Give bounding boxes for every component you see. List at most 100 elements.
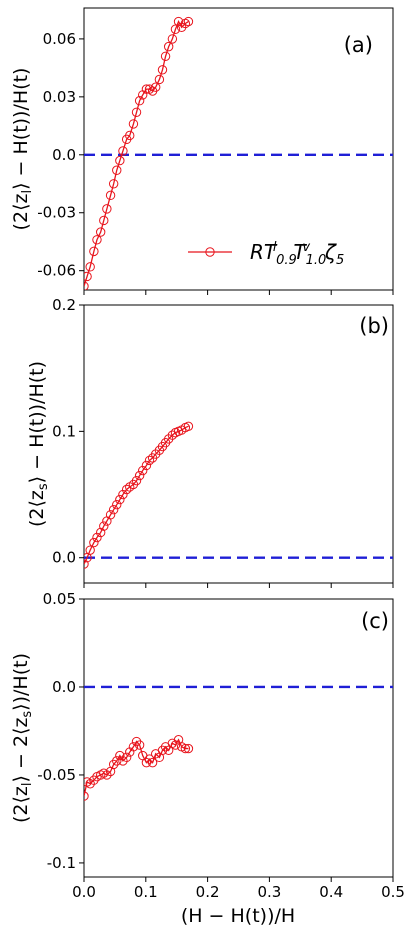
panel-a-data-point bbox=[180, 18, 191, 29]
panel-b-data-point bbox=[183, 421, 194, 432]
x-axis-title: (H − H(t))/H bbox=[181, 905, 295, 927]
panel-b-y-axis-title: (2⟨zs⟩ − H(t))/H(t) bbox=[26, 361, 51, 527]
panel-c-data-point bbox=[141, 757, 152, 768]
panel-c-y-tick-label: 0.05 bbox=[43, 590, 76, 608]
panel-b-series-line bbox=[84, 425, 189, 565]
panel-c-label: (c) bbox=[361, 609, 389, 633]
panel-a-data-point bbox=[95, 227, 106, 237]
panel-a-y-tick-label: 0.0 bbox=[52, 146, 76, 164]
panel-a-data-point bbox=[128, 119, 139, 129]
panel-a-data-point bbox=[85, 262, 95, 272]
panel-b-data-point bbox=[121, 484, 132, 495]
panel-a-data-point bbox=[173, 16, 184, 27]
panel-b-series bbox=[84, 421, 194, 569]
panel-a-y-tick-label: 0.06 bbox=[43, 30, 76, 48]
panel-b-data-point bbox=[134, 470, 145, 481]
panel-c-data-point bbox=[157, 745, 168, 756]
panel-b-data-point bbox=[105, 510, 116, 520]
panel-b-data-point bbox=[85, 545, 95, 555]
panel-a-y-tick-label: 0.03 bbox=[43, 88, 76, 106]
panel-c-data-point bbox=[89, 775, 99, 785]
panel-b-frame bbox=[83, 304, 394, 584]
panel-a-data-point bbox=[108, 179, 119, 189]
panel-c-data-point bbox=[128, 742, 139, 752]
panel-c-data-point bbox=[170, 740, 181, 750]
panel-a-y-tick-label: -0.03 bbox=[37, 204, 76, 222]
panel-b-y-tick-label: 0.2 bbox=[52, 296, 76, 314]
panel-b-y-ticks: 0.0 0.1 0.2 bbox=[52, 296, 84, 567]
panel-b-data-point bbox=[131, 475, 142, 486]
panel-c-data-point bbox=[180, 743, 191, 754]
panel-a-data-point bbox=[157, 65, 168, 75]
panel-c-y-tick-label: -0.05 bbox=[37, 766, 76, 784]
panel-b-data-point bbox=[84, 559, 89, 569]
panel-c-y-tick-label: -0.1 bbox=[47, 854, 76, 872]
panel-b-data-point bbox=[108, 505, 119, 515]
panel-a-y-tick-label: -0.06 bbox=[37, 262, 76, 280]
panel-c-data-point bbox=[84, 791, 89, 801]
panel-a-data-point bbox=[167, 34, 178, 44]
panel-c-series bbox=[84, 735, 194, 801]
panel-a-data-point bbox=[141, 84, 152, 94]
panel-a-data-point bbox=[160, 51, 171, 61]
panel-c-frame bbox=[83, 598, 394, 878]
panel-c-data-point bbox=[115, 750, 125, 761]
panel-b-data-point bbox=[112, 499, 122, 510]
panel-a-frame bbox=[83, 7, 394, 291]
panel-b-x-ticks bbox=[83, 583, 394, 588]
panel-a-data-point bbox=[92, 235, 102, 245]
panel-a-data-point bbox=[102, 204, 112, 214]
legend: RT0.9l T1.0v ζ5 bbox=[188, 240, 344, 268]
panel-c-data-point bbox=[112, 756, 122, 766]
panel-a-data-point bbox=[84, 271, 92, 282]
panel-b-data-point bbox=[141, 460, 152, 471]
panel-a-data-point bbox=[118, 146, 128, 156]
panel-b: 0.0 0.1 0.2 (b) bbox=[52, 296, 394, 588]
legend-marker bbox=[205, 247, 215, 257]
panel-b-label: (b) bbox=[359, 314, 389, 338]
x-tick-label: 0.2 bbox=[196, 883, 220, 901]
panel-a-data-point bbox=[183, 16, 194, 27]
panel-c-data-point bbox=[121, 752, 132, 763]
panel-b-data-point bbox=[115, 494, 125, 505]
panel-a-data-point bbox=[134, 96, 145, 106]
panel-c-x-ticks: 0.0 0.1 0.2 0.3 0.4 0.5 bbox=[72, 877, 405, 901]
panel-a-data-point bbox=[89, 246, 99, 257]
panel-a-series bbox=[84, 16, 194, 290]
panel-a-data-point bbox=[150, 82, 161, 92]
panel-c-data-point bbox=[108, 759, 119, 770]
panel-a-label: (a) bbox=[344, 33, 373, 57]
panel-a-data-point bbox=[154, 74, 165, 85]
panel-a-y-ticks: -0.06 -0.03 0.0 0.03 0.06 bbox=[37, 30, 84, 280]
panel-a-data-point bbox=[125, 130, 135, 141]
panel-c: -0.1 -0.05 0.0 0.05 0.0 0.1 0.2 0.3 0.4 0.5 (c) bbox=[37, 590, 405, 901]
panel-a-data-point bbox=[99, 215, 109, 226]
legend-label: RT0.9l T1.0v ζ5 bbox=[250, 240, 344, 268]
panel-a-data-point bbox=[144, 84, 155, 94]
panel-a-x-ticks bbox=[83, 290, 394, 295]
panel-c-y-ticks: -0.1 -0.05 0.0 0.05 bbox=[37, 590, 84, 872]
panel-a-data-point bbox=[131, 107, 142, 118]
panel-a-data-point bbox=[105, 190, 116, 201]
panel-c-data-point bbox=[183, 743, 194, 754]
x-tick-label: 0.1 bbox=[134, 883, 158, 901]
panel-b-data-point bbox=[89, 537, 99, 548]
x-tick-label: 0.0 bbox=[72, 883, 96, 901]
panel-b-data-point bbox=[144, 455, 155, 466]
panel-b-data-point bbox=[95, 527, 106, 538]
x-tick-label: 0.3 bbox=[257, 883, 281, 901]
panel-c-data-point bbox=[144, 754, 155, 764]
panel-a-data-point bbox=[84, 281, 89, 290]
panel-c-data-point bbox=[147, 757, 158, 768]
panel-a: -0.06 -0.03 0.0 0.03 0.06 (a) RT0.9l T1.0v ζ5 bbox=[37, 7, 394, 295]
panel-b-y-tick-label: 0.0 bbox=[52, 549, 76, 567]
panel-c-data-point bbox=[131, 736, 142, 747]
panel-c-y-axis-title: (2⟨zl⟩ − 2⟨zs⟩)/H(t) bbox=[10, 653, 35, 823]
panel-a-data-point bbox=[115, 155, 125, 166]
panel-b-y-tick-label: 0.1 bbox=[52, 422, 76, 440]
panel-a-y-axis-title: (2⟨zl⟩ − H(t))/H(t) bbox=[10, 68, 35, 231]
panel-c-y-tick-label: 0.0 bbox=[52, 678, 76, 696]
panel-a-data-point bbox=[163, 41, 174, 52]
x-tick-label: 0.4 bbox=[319, 883, 343, 901]
